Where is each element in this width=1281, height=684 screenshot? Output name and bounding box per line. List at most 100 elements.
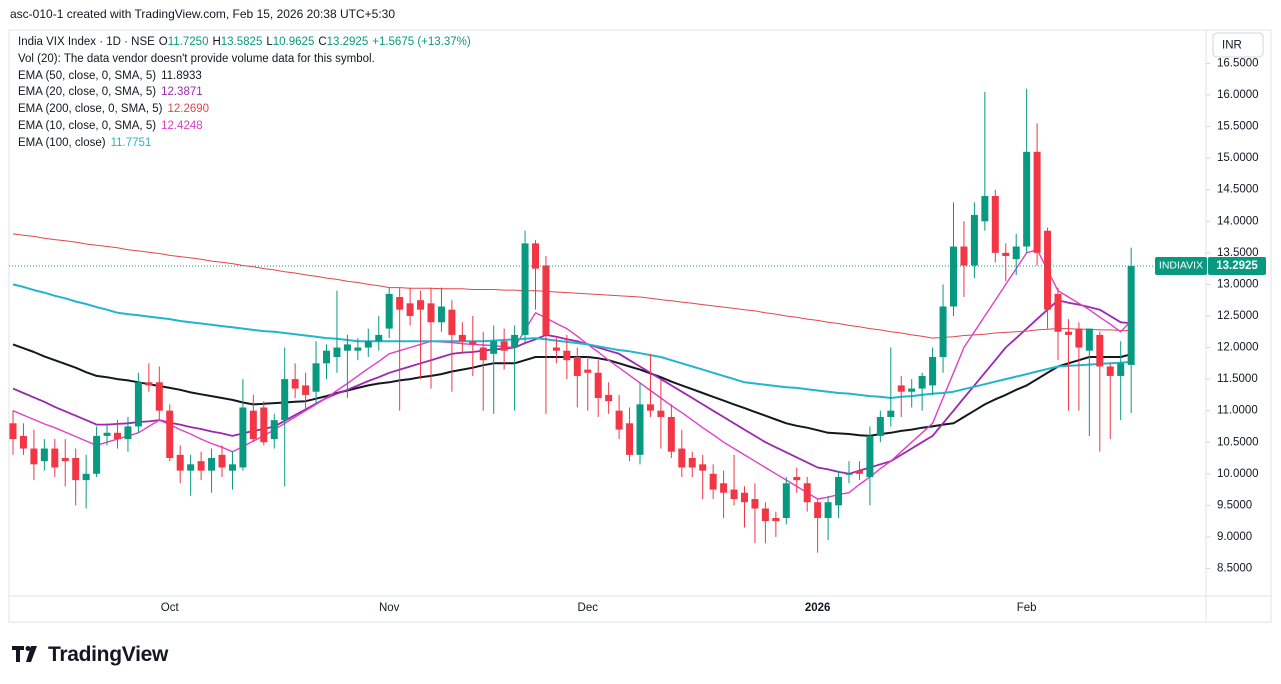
candle-body — [385, 293, 393, 329]
legend-row: EMA (50, close, 0, SMA, 5) 11.8933 — [18, 68, 471, 85]
y-tick-label: 15.5000 — [1217, 121, 1259, 133]
candle-body — [981, 196, 989, 222]
y-tick-label: 12.5000 — [1217, 310, 1259, 322]
candle-body — [824, 502, 832, 518]
candle-body — [939, 306, 947, 358]
indicator-name: EMA (200, close, 0, SMA, 5) — [18, 103, 163, 116]
candle-body — [19, 435, 27, 449]
y-tick-label: 16.0000 — [1217, 89, 1259, 101]
candle-body — [1096, 334, 1104, 367]
y-tick-label: 9.5000 — [1217, 499, 1252, 511]
candle-body — [197, 461, 205, 471]
candle-body — [876, 416, 884, 436]
candle-body — [918, 375, 926, 389]
candle-body — [166, 410, 174, 459]
candle-body — [532, 243, 539, 269]
x-tick-label: Oct — [161, 602, 180, 614]
indicator-name: EMA (10, close, 0, SMA, 5) — [18, 119, 157, 132]
candle-body — [552, 347, 560, 351]
candle-body — [563, 350, 571, 361]
brand: TradingView — [48, 643, 169, 666]
candle-body — [594, 372, 602, 399]
ema-line — [12, 249, 1132, 500]
candle-body — [584, 369, 592, 373]
candle-body — [1106, 366, 1114, 376]
y-tick-label: 15.0000 — [1217, 152, 1259, 164]
candle-body — [845, 473, 853, 475]
y-tick-label: 13.0000 — [1217, 278, 1259, 290]
candle-body — [155, 382, 163, 411]
candle-body — [636, 404, 644, 455]
candle-body — [793, 476, 801, 481]
indicator-value: 12.4248 — [161, 119, 203, 132]
candle-body — [281, 379, 289, 421]
candle-body — [950, 246, 957, 307]
candle-body — [500, 341, 508, 351]
ohlc-key: L — [266, 36, 273, 48]
candle-body — [667, 416, 675, 452]
candle-body — [521, 243, 529, 335]
candle-body — [741, 492, 748, 503]
candle-body — [970, 214, 978, 266]
candle-body — [991, 196, 999, 253]
indicator-value: 12.2690 — [167, 103, 210, 116]
candle-body — [437, 306, 445, 323]
legend-row: EMA (200, close, 0, SMA, 5) 12.2690 — [18, 101, 471, 118]
legend-row: Vol (20): The data vendor doesn't provid… — [18, 51, 471, 68]
candle-body — [657, 410, 665, 417]
candle-body — [835, 476, 843, 506]
x-tick-label: Nov — [379, 602, 400, 614]
candle-body — [908, 388, 916, 392]
candle-body — [30, 448, 38, 465]
currency-label[interactable]: INR — [1222, 40, 1242, 52]
candle-body — [93, 435, 101, 474]
price-tag-bg — [1208, 256, 1266, 275]
candle-body — [1033, 151, 1041, 253]
ema-line — [12, 299, 1132, 475]
indicator-name: EMA (20, close, 0, SMA, 5) — [18, 86, 157, 99]
volume-note: Vol (20): The data vendor doesn't provid… — [18, 52, 375, 65]
change: +1.5675 (+13.37%) — [372, 36, 471, 48]
candle-body — [761, 508, 769, 522]
indicator-name: EMA (50, close, 0, SMA, 5) — [18, 69, 157, 82]
candle-body — [1085, 328, 1093, 351]
candle-body — [103, 432, 111, 436]
candle-body — [772, 517, 780, 522]
candle-body — [448, 309, 456, 335]
candle-body — [417, 300, 425, 310]
candle-body — [626, 423, 634, 455]
candle-body — [1075, 328, 1083, 348]
candle-body — [855, 470, 863, 474]
candle-body — [51, 448, 59, 468]
candle-body — [469, 341, 477, 345]
candle-body — [929, 357, 937, 386]
candle-body — [1044, 230, 1052, 310]
x-tick-label: 2026 — [805, 602, 831, 614]
candle-body — [960, 246, 968, 266]
legend-row: EMA (100, close) 11.7751 — [18, 135, 471, 152]
candle-body — [803, 483, 811, 503]
ohlc-key: O — [158, 36, 168, 48]
candle-body — [260, 407, 268, 443]
legend: India VIX Index · 1D · NSE O11.7250 H13.58… — [18, 34, 471, 152]
price-tag-value: 13.2925 — [1216, 260, 1258, 272]
candle-body — [72, 458, 80, 481]
candle-body — [1127, 265, 1135, 365]
y-tick-label: 9.0000 — [1217, 531, 1252, 543]
candle-body — [302, 385, 310, 395]
candle-body — [1023, 151, 1031, 247]
candle-body — [270, 420, 278, 440]
ema-line — [12, 343, 1132, 437]
y-tick-label: 11.5000 — [1217, 373, 1258, 385]
candle-body — [814, 502, 822, 518]
legend-row: India VIX Index · 1D · NSE O11.7250 H13.58… — [18, 34, 471, 51]
caption: asc-010-1 created with TradingView.com, … — [10, 7, 396, 21]
currency-button[interactable] — [1212, 32, 1264, 58]
candle-body — [688, 458, 696, 468]
y-tick-label: 8.5000 — [1217, 563, 1252, 575]
candle-body — [1012, 246, 1020, 260]
y-tick-label: 10.5000 — [1217, 436, 1259, 448]
candle-body — [782, 483, 790, 518]
price-tag-name: INDIAVIX — [1159, 260, 1203, 272]
